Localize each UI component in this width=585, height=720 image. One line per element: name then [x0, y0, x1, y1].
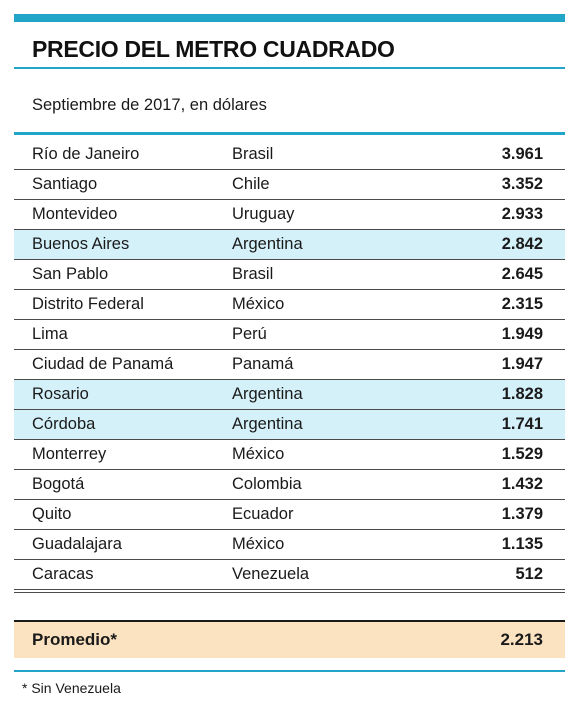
- country-cell: Brasil: [232, 265, 274, 283]
- value-cell: 1.949: [501, 325, 543, 343]
- value-cell: 1.135: [501, 535, 543, 553]
- city-cell: Monterrey: [32, 445, 107, 463]
- value-cell: 2.315: [501, 295, 543, 313]
- country-cell: Argentina: [232, 415, 303, 433]
- city-cell: Rosario: [32, 385, 89, 403]
- table-row: Monterrey México 1.529: [14, 440, 565, 470]
- city-cell: Caracas: [32, 565, 94, 583]
- table-top-divider: [14, 132, 565, 135]
- city-cell: San Pablo: [32, 265, 109, 283]
- country-cell: Argentina: [232, 385, 303, 403]
- table-bottom-divider: [14, 592, 565, 593]
- table-row: Montevideo Uruguay 2.933: [14, 200, 565, 230]
- country-cell: Ecuador: [232, 505, 294, 523]
- country-cell: Venezuela: [232, 565, 310, 583]
- city-cell: Córdoba: [32, 415, 96, 433]
- table-row: San Pablo Brasil 2.645: [14, 260, 565, 290]
- table-row: Caracas Venezuela 512: [14, 560, 565, 590]
- city-cell: Guadalajara: [32, 535, 122, 553]
- value-cell: 1.947: [501, 355, 543, 373]
- country-cell: Argentina: [232, 235, 303, 253]
- table-row: Guadalajara México 1.135: [14, 530, 565, 560]
- city-cell: Bogotá: [32, 475, 85, 493]
- value-cell: 2.933: [501, 205, 543, 223]
- country-cell: Panamá: [232, 355, 294, 373]
- footnote: * Sin Venezuela: [22, 680, 121, 696]
- city-cell: Ciudad de Panamá: [32, 355, 174, 373]
- value-cell: 1.828: [501, 385, 543, 403]
- city-cell: Montevideo: [32, 205, 118, 223]
- page-title: PRECIO DEL METRO CUADRADO: [32, 36, 395, 62]
- table-row: Santiago Chile 3.352: [14, 170, 565, 200]
- city-cell: Lima: [32, 325, 68, 343]
- table-row: Río de Janeiro Brasil 3.961: [14, 140, 565, 170]
- value-cell: 1.432: [501, 475, 543, 493]
- value-cell: 2.842: [501, 235, 543, 253]
- country-cell: Brasil: [232, 145, 274, 163]
- value-cell: 1.529: [501, 445, 543, 463]
- table-row: Lima Perú 1.949: [14, 320, 565, 350]
- country-cell: Perú: [232, 325, 267, 343]
- city-cell: Santiago: [32, 175, 98, 193]
- country-cell: Uruguay: [232, 205, 295, 223]
- value-cell: 3.352: [501, 175, 543, 193]
- average-value: 2.213: [500, 630, 543, 649]
- table-row: Bogotá Colombia 1.432: [14, 470, 565, 500]
- table-row: Buenos Aires Argentina 2.842: [14, 230, 565, 260]
- table-row: Distrito Federal México 2.315: [14, 290, 565, 320]
- price-table: Río de Janeiro Brasil 3.961 Santiago Chile 3.…: [14, 140, 565, 590]
- average-row: Promedio* 2.213: [14, 620, 565, 658]
- title-divider: [14, 67, 565, 69]
- city-cell: Río de Janeiro: [32, 145, 140, 163]
- value-cell: 2.645: [501, 265, 543, 283]
- country-cell: Colombia: [232, 475, 302, 493]
- city-cell: Distrito Federal: [32, 295, 144, 313]
- value-cell: 3.961: [501, 145, 543, 163]
- table-row: Quito Ecuador 1.379: [14, 500, 565, 530]
- average-label: Promedio*: [32, 630, 118, 649]
- table-row: Rosario Argentina 1.828: [14, 380, 565, 410]
- country-cell: Chile: [232, 175, 270, 193]
- top-accent-bar: [14, 14, 565, 22]
- table-row: Ciudad de Panamá Panamá 1.947: [14, 350, 565, 380]
- country-cell: México: [232, 535, 285, 553]
- value-cell: 1.379: [501, 505, 543, 523]
- value-cell: 1.741: [501, 415, 543, 433]
- country-cell: México: [232, 295, 285, 313]
- table-row: Córdoba Argentina 1.741: [14, 410, 565, 440]
- city-cell: Quito: [32, 505, 72, 523]
- subtitle: Septiembre de 2017, en dólares: [32, 96, 267, 114]
- city-cell: Buenos Aires: [32, 235, 130, 253]
- footer-divider: [14, 670, 565, 672]
- value-cell: 512: [515, 565, 543, 583]
- country-cell: México: [232, 445, 285, 463]
